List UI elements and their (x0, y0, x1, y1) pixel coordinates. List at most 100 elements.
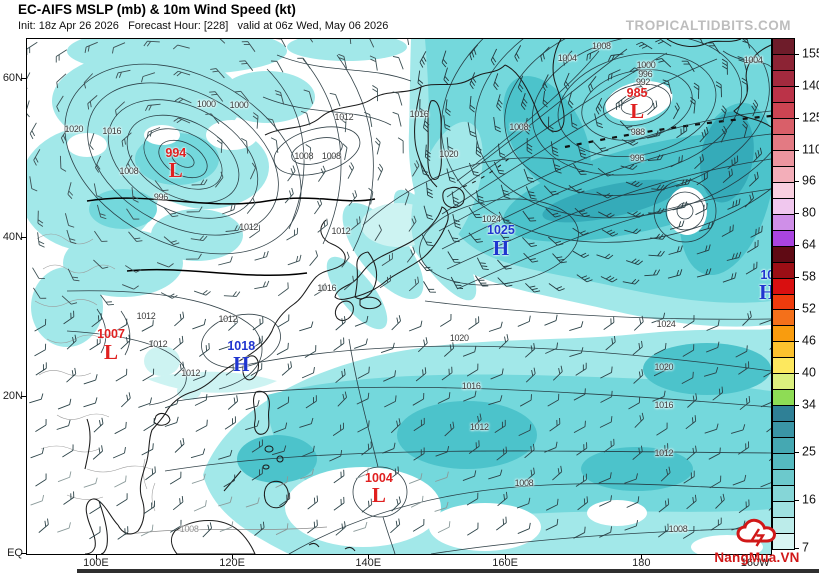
colorbar-cell (773, 470, 794, 487)
lat-tick (21, 395, 26, 397)
colorbar-tick (795, 53, 799, 55)
lat-tick (21, 236, 26, 238)
colorbar-tick-label: 110 (802, 141, 819, 156)
lon-tick (368, 554, 370, 559)
colorbar-tick (795, 85, 799, 87)
pressure-center-L1004: 1004 L (365, 472, 393, 507)
colorbar-cell (773, 86, 794, 103)
colorbar-cell (773, 406, 794, 423)
isobar-value-label: 1012 (148, 338, 168, 349)
isobar-value-label: 1012 (654, 448, 674, 459)
pressure-value: 994 (165, 145, 187, 160)
colorbar-cell (773, 534, 794, 549)
colorbar-tick-label: 155 (802, 46, 819, 61)
isobar-value-label: 996 (630, 152, 645, 163)
lon-tick (232, 554, 234, 559)
isobar-value-label: 1016 (461, 381, 481, 392)
colorbar-cell (773, 502, 794, 519)
isobar-value-label: 1012 (239, 221, 259, 232)
pressure-letter: H (233, 351, 250, 376)
isobar-value-label: 1012 (469, 421, 489, 432)
colorbar-tick-label: 125 (802, 109, 819, 124)
colorbar-cell (773, 134, 794, 151)
isobar-value-label: 1012 (136, 311, 156, 322)
colorbar-tick (795, 340, 799, 342)
pressure-letter: L (371, 483, 386, 508)
colorbar-cell (773, 358, 794, 375)
colorbar-tick-label: 46 (802, 333, 816, 348)
colorbar-tick (795, 308, 799, 310)
isobar-value-label: 996 (638, 69, 653, 80)
isobar-value-label: 1024 (656, 318, 676, 329)
colorbar-tick-label: 25 (802, 444, 816, 459)
colorbar-cell (773, 230, 794, 247)
colorbar-tick-label: 40 (802, 364, 816, 379)
isobar-value-label: 1008 (591, 41, 611, 52)
pressure-value: 985 (626, 86, 648, 101)
pressure-value: 1004 (365, 470, 393, 485)
colorbar-tick (795, 149, 799, 151)
colorbar-cell (773, 262, 794, 279)
isobar-value-label: 1008 (294, 150, 314, 161)
site-brand: TROPICALTIDBITS.COM (625, 18, 791, 33)
isobar-value-label: 1020 (439, 148, 459, 159)
colorbar-tick-label: 64 (802, 237, 816, 252)
isobar-value-label: 992 (635, 76, 651, 87)
isobar-value-label: 1020 (449, 333, 469, 344)
colorbar-tick-label: 34 (802, 396, 816, 411)
bottom-edge-strip (77, 569, 819, 573)
lat-tick (21, 553, 26, 554)
pressure-center-H1025: 1025 H (487, 224, 515, 259)
pressure-value: 1025 (487, 223, 515, 238)
isobar-value-label: 1000 (636, 59, 656, 70)
colorbar-tick (795, 372, 799, 374)
colorbar-tick-label: 140 (802, 78, 819, 93)
pressure-center-H1018: 1018 H (227, 340, 255, 375)
colorbar-cell (773, 118, 794, 135)
colorbar-tick-label: 16 (802, 492, 816, 507)
pressure-center-L985: 985 L (627, 87, 648, 122)
pressure-letter: H (492, 235, 510, 260)
colorbar-cell (773, 294, 794, 311)
lon-tick (505, 554, 507, 559)
isobar-value-label: 1008 (179, 523, 199, 534)
lon-label: 180 (632, 557, 651, 569)
colorbar-tick (795, 245, 799, 247)
isobar-value-label: 988 (630, 127, 645, 138)
isobar-value-label: 1016 (317, 282, 337, 293)
lat-label: EQ (7, 547, 23, 559)
pressure-letter: L (104, 339, 119, 364)
isobar-value-label: 1020 (64, 124, 84, 135)
colorbar-cell (773, 182, 794, 199)
pressure-center-L994: 994 L (165, 147, 186, 182)
isobar-value-label: 1024 (481, 214, 501, 225)
isobar-value-label: 1000 (196, 98, 216, 109)
isobar-value-label: 1012 (334, 111, 354, 122)
wind-barbs (27, 39, 771, 540)
pressure-letter: L (630, 98, 645, 123)
lon-label: 160W (740, 557, 770, 569)
isobar-value-label: 1016 (654, 400, 674, 411)
forecast-init-line: Init: 18z Apr 26 2026 Forecast Hour: [22… (18, 20, 389, 32)
isobar-value-label: 1008 (668, 523, 688, 534)
map-graphics (27, 39, 771, 554)
colorbar-cell (773, 102, 794, 119)
lat-label: 60N (2, 72, 23, 85)
colorbar-cell (773, 390, 794, 407)
colorbar-tick-label: 96 (802, 173, 816, 188)
page-title: EC-AIFS MSLP (mb) & 10m Wind Speed (kt) (18, 2, 296, 17)
colorbar-cell (773, 246, 794, 263)
map-canvas: 1020 1016 1008 996 1000 1000 1008 1008 1012 1016 1… (26, 38, 772, 555)
colorbar-tick (795, 500, 799, 502)
watermark-logo: NangMua.VN (696, 516, 818, 565)
isobar-value-label: 1012 (218, 314, 238, 325)
colorbar-cell (773, 518, 794, 535)
lon-label: 140E (355, 557, 382, 569)
pressure-letter: H (759, 282, 771, 303)
isobar-value-label: 1012 (181, 368, 201, 379)
isobar-value-label: 1016 (409, 109, 429, 120)
lon-tick (755, 554, 757, 559)
pressure-value: 10 (760, 267, 771, 282)
colorbar-tick-label: 7 (802, 540, 809, 555)
